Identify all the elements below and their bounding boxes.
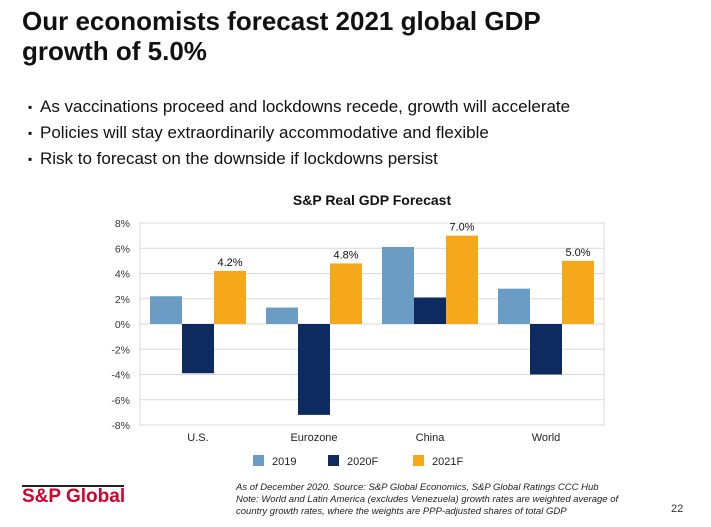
bar-2019-World (498, 288, 530, 324)
y-tick-label: 6% (115, 243, 130, 255)
data-label: 7.0% (449, 222, 474, 234)
bullet-square-icon: ▪ (28, 100, 33, 114)
y-tick-label: 0% (115, 319, 130, 331)
bar-2020F-China (414, 297, 446, 324)
x-category-label: China (416, 432, 446, 444)
legend-swatch-2021F (413, 455, 424, 466)
x-category-label: Eurozone (290, 432, 337, 444)
bullet-square-icon: ▪ (28, 152, 33, 166)
chart-title: S&P Real GDP Forecast (293, 192, 452, 208)
bar-2019-U.S. (150, 296, 182, 324)
bullet-text: Risk to forecast on the downside if lock… (40, 149, 438, 168)
y-tick-label: 2% (115, 294, 130, 306)
footnote-line-2: Note: World and Latin America (excludes … (236, 494, 619, 505)
page-number: 22 (671, 503, 684, 515)
bar-2020F-World (530, 324, 562, 375)
y-tick-label: -6% (111, 395, 130, 407)
slide-title-line-1: Our economists forecast 2021 global GDP (22, 6, 541, 36)
logo-rule (22, 485, 124, 487)
data-label: 4.8% (333, 249, 358, 261)
y-tick-label: -4% (111, 370, 130, 382)
bullet-list: ▪ As vaccinations proceed and lockdowns r… (28, 94, 570, 172)
data-label: 4.2% (217, 257, 242, 269)
footnote: As of December 2020. Source: S&P Global … (236, 482, 656, 518)
data-label: 5.0% (565, 247, 590, 259)
bar-2021F-World (562, 260, 594, 324)
bar-2020F-U.S. (182, 324, 214, 374)
y-tick-label: -2% (111, 344, 130, 356)
bar-2019-China (382, 246, 414, 324)
bullet-square-icon: ▪ (28, 126, 33, 140)
legend-swatch-2019 (253, 455, 264, 466)
bullet-item: ▪ Risk to forecast on the downside if loc… (28, 146, 570, 172)
bar-2020F-Eurozone (298, 324, 330, 415)
bar-2019-Eurozone (266, 307, 298, 324)
legend-label: 2020F (347, 456, 378, 468)
y-tick-label: 4% (115, 269, 130, 281)
bullet-text: Policies will stay extraordinarily accom… (40, 123, 489, 142)
footnote-line-1: As of December 2020. Source: S&P Global … (236, 482, 599, 493)
y-tick-label: 8% (115, 218, 130, 230)
x-category-label: U.S. (187, 432, 208, 444)
sp-global-logo: S&P Global (22, 486, 126, 507)
y-tick-label: -8% (111, 420, 130, 432)
legend-label: 2019 (272, 456, 296, 468)
bar-2021F-China (446, 235, 478, 324)
bar-2021F-Eurozone (330, 263, 362, 324)
x-category-label: World (532, 432, 561, 444)
slide-title: Our economists forecast 2021 global GDP … (22, 6, 692, 66)
legend-swatch-2020F (328, 455, 339, 466)
bullet-item: ▪ As vaccinations proceed and lockdowns r… (28, 94, 570, 120)
bullet-item: ▪ Policies will stay extraordinarily acco… (28, 120, 570, 146)
footnote-line-3: country growth rates, where the weights … (236, 506, 567, 517)
plot-frame (139, 222, 605, 426)
bullet-text: As vaccinations proceed and lockdowns re… (40, 97, 571, 116)
slide-title-line-2: growth of 5.0% (22, 36, 207, 66)
legend-label: 2021F (432, 456, 463, 468)
bar-2021F-U.S. (214, 270, 246, 324)
